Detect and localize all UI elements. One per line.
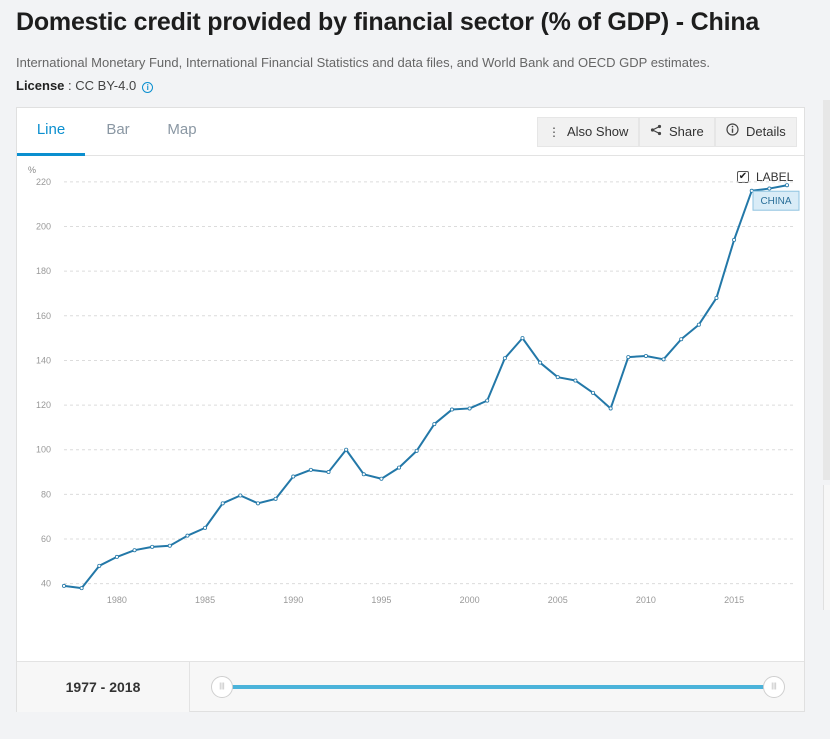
vertical-dots-icon: ⋮: [548, 125, 560, 139]
also-show-button[interactable]: ⋮ Also Show: [537, 117, 640, 147]
y-tick-label: 60: [41, 534, 51, 544]
tab-map[interactable]: Map: [167, 121, 197, 138]
range-slider-track[interactable]: [222, 685, 774, 689]
data-point: [449, 407, 454, 412]
series-line-china: [63, 184, 788, 590]
x-tick-label: 1985: [195, 595, 215, 605]
x-tick-label: 1995: [371, 595, 391, 605]
y-tick-label: 80: [41, 489, 51, 499]
y-axis-label: %: [28, 165, 36, 175]
source-note: International Monetary Fund, Internation…: [16, 55, 710, 70]
y-tick-label: 180: [36, 266, 51, 276]
license-value[interactable]: CC BY-4.0: [75, 78, 137, 93]
details-button[interactable]: Details: [715, 117, 797, 147]
data-point: [679, 337, 684, 342]
data-point: [520, 336, 525, 341]
data-point: [132, 548, 137, 553]
scrollbar-strip: [823, 100, 830, 480]
data-point: [114, 554, 119, 559]
range-end-handle[interactable]: |||: [763, 676, 785, 698]
data-point: [79, 586, 84, 591]
info-circle-icon: [726, 118, 739, 146]
tab-bar[interactable]: Bar: [106, 121, 130, 138]
range-start-handle[interactable]: |||: [211, 676, 233, 698]
data-point: [255, 501, 260, 506]
x-tick-label: 2000: [460, 595, 480, 605]
y-tick-label: 200: [36, 222, 51, 232]
data-point: [661, 357, 666, 362]
data-point: [62, 583, 67, 588]
share-label: Share: [669, 124, 704, 139]
series-label-box: [752, 190, 800, 211]
data-point: [344, 447, 349, 452]
data-point: [485, 398, 490, 403]
license-label: License: [16, 78, 65, 93]
share-icon: [650, 118, 662, 146]
info-icon[interactable]: i: [142, 82, 154, 93]
view-tabs: Line Bar Map ⋮ Also Show Share Details: [17, 108, 804, 156]
data-point: [203, 525, 208, 530]
label-checkbox[interactable]: ✔: [737, 171, 749, 183]
data-point: [150, 544, 155, 549]
x-tick-label: 1980: [107, 595, 127, 605]
x-tick-label: 2010: [636, 595, 656, 605]
y-tick-label: 120: [36, 400, 51, 410]
data-point: [220, 501, 225, 506]
data-point: [97, 563, 102, 568]
range-footer: 1977 - 2018 ||| |||: [17, 661, 804, 712]
data-point: [361, 472, 366, 477]
data-point: [414, 448, 419, 453]
data-point: [502, 356, 507, 361]
side-panel-edge: [823, 485, 830, 610]
data-point: [643, 353, 648, 358]
y-tick-label: 220: [36, 177, 51, 187]
y-tick-label: 40: [41, 579, 51, 589]
data-point: [767, 186, 772, 191]
data-point: [397, 465, 402, 470]
data-point: [538, 360, 543, 365]
share-button[interactable]: Share: [639, 117, 715, 147]
line-chart: % 40 60 80 100 120 140 160 180 200 220 1980 1985 1990…: [28, 165, 800, 605]
page-title: Domestic credit provided by financial se…: [16, 8, 760, 36]
data-point: [573, 378, 578, 383]
y-tick-label: 160: [36, 311, 51, 321]
data-point: [626, 355, 631, 360]
data-point: [467, 406, 472, 411]
details-label: Details: [746, 124, 786, 139]
data-point: [732, 237, 737, 242]
also-show-label: Also Show: [567, 124, 629, 139]
data-point: [785, 183, 790, 188]
data-point: [591, 390, 596, 395]
data-point: [326, 470, 331, 475]
series-label-china: CHINA: [760, 196, 791, 207]
y-tick-label: 140: [36, 355, 51, 365]
data-point: [379, 476, 384, 481]
data-point: [432, 422, 437, 427]
data-point: [608, 406, 613, 411]
license-separator: :: [64, 78, 76, 93]
data-point: [273, 496, 278, 501]
data-point: [185, 533, 190, 538]
y-tick-label: 100: [36, 445, 51, 455]
data-point: [167, 543, 172, 548]
data-point: [714, 295, 719, 300]
range-label: 1977 - 2018: [17, 662, 190, 712]
data-point: [291, 474, 296, 479]
x-tick-label: 1990: [283, 595, 303, 605]
license-line: License : CC BY-4.0 i: [16, 78, 154, 93]
data-point: [308, 467, 313, 472]
tab-line[interactable]: Line: [17, 108, 85, 156]
data-point: [555, 375, 560, 380]
chart-panel: Line Bar Map ⋮ Also Show Share Details ✔ …: [16, 107, 805, 712]
data-point: [696, 322, 701, 327]
data-point: [238, 493, 243, 498]
x-tick-label: 2005: [548, 595, 568, 605]
label-toggle-text: LABEL: [756, 170, 794, 184]
x-tick-label: 2015: [724, 595, 744, 605]
label-toggle[interactable]: ✔ LABEL: [737, 170, 793, 184]
